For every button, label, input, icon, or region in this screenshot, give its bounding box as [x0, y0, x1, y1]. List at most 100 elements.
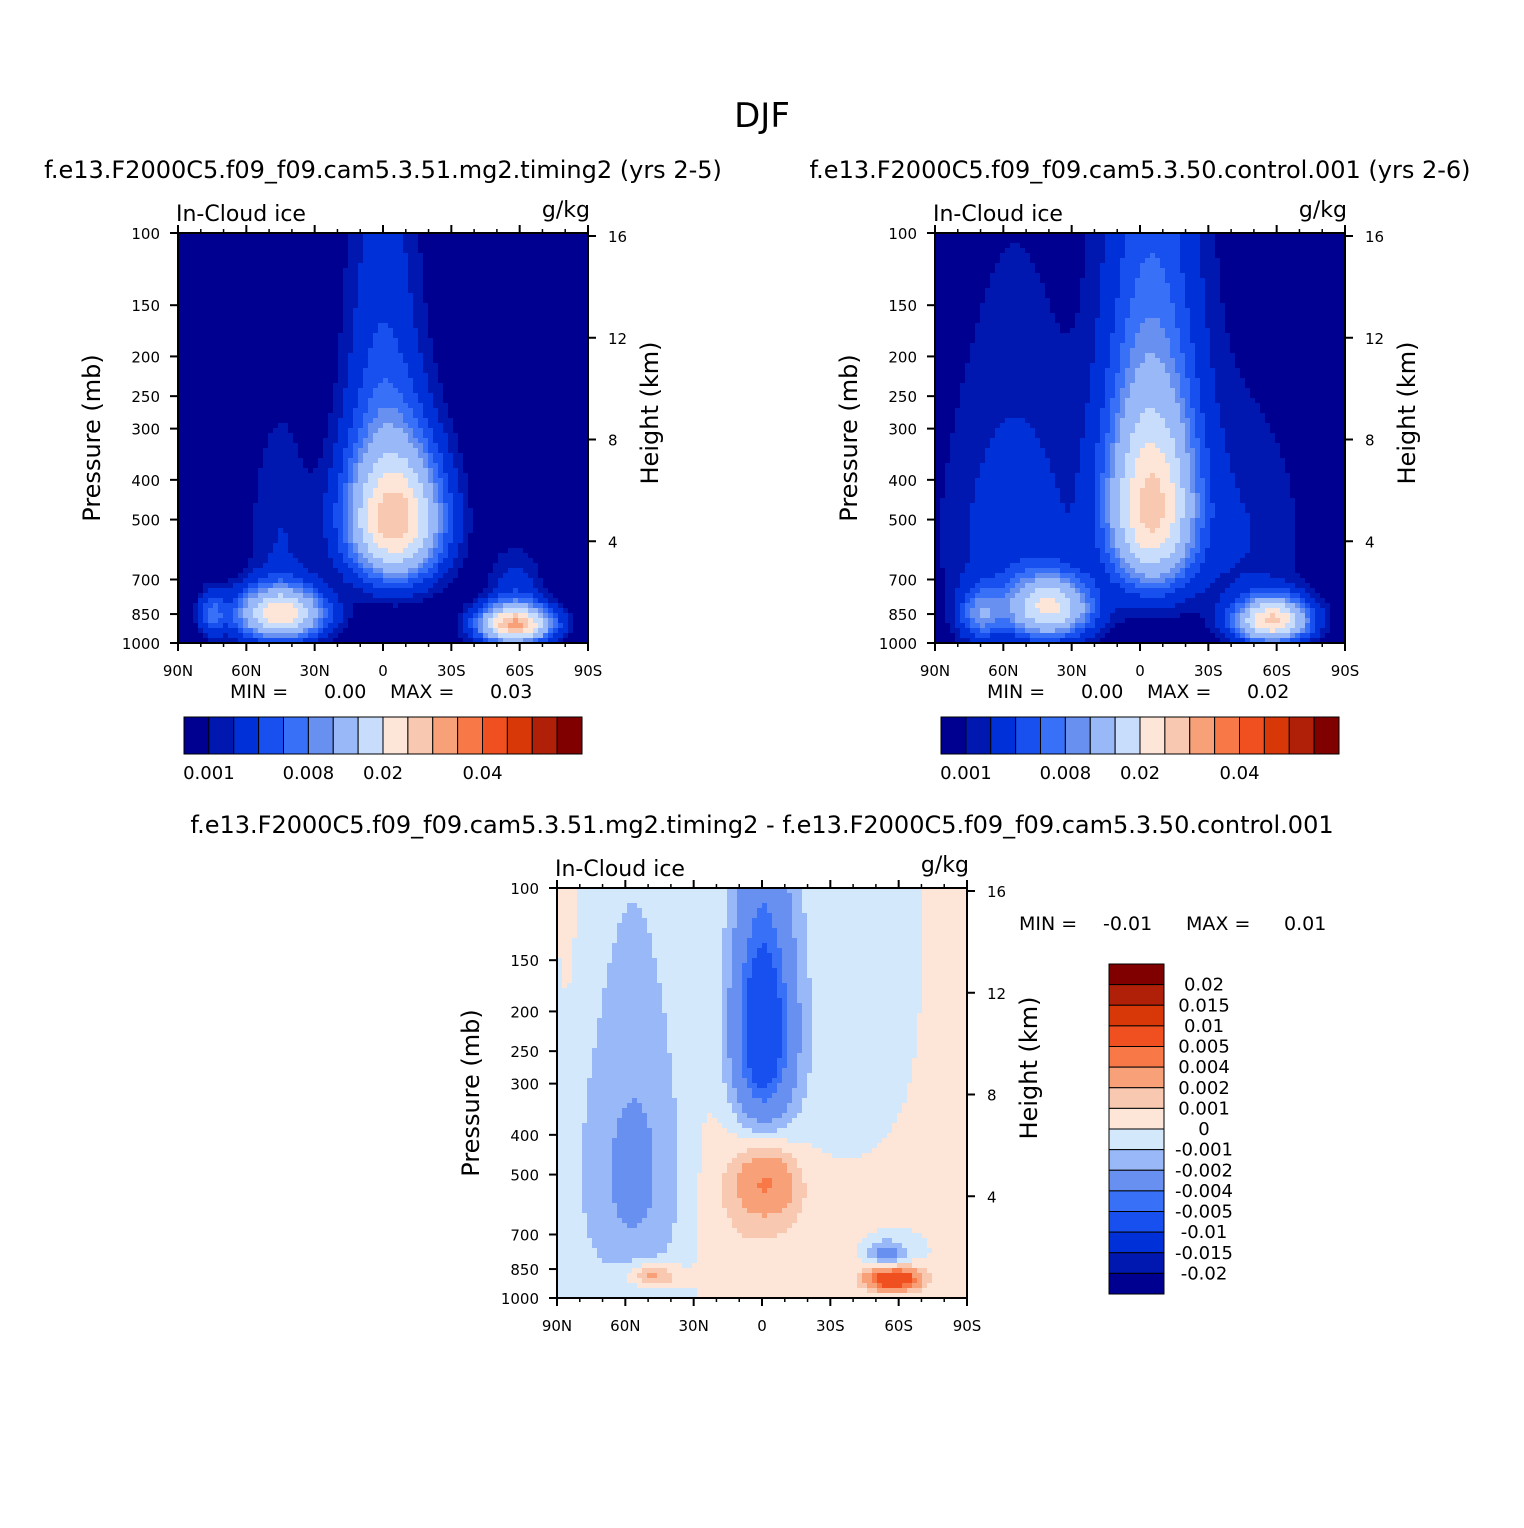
contour-cell [443, 488, 449, 494]
contour-cell [378, 283, 384, 289]
contour-cell [538, 293, 544, 299]
contour-cell [398, 528, 404, 534]
contour-cell [208, 258, 214, 264]
contour-cell [453, 448, 459, 454]
contour-cell [398, 368, 404, 374]
contour-cell [373, 293, 379, 299]
contour-cell [253, 298, 259, 304]
contour-cell [218, 518, 224, 524]
contour-cell [388, 318, 394, 324]
contour-cell [533, 383, 539, 389]
contour-cell [218, 283, 224, 289]
contour-cell [368, 328, 374, 334]
contour-cell [543, 463, 549, 469]
contour-cell [198, 453, 204, 459]
contour-cell [303, 428, 309, 434]
contour-cell [558, 508, 564, 514]
contour-cell [293, 463, 299, 469]
contour-cell [233, 263, 239, 269]
contour-cell [358, 383, 364, 389]
contour-cell [528, 383, 534, 389]
contour-cell [183, 288, 189, 294]
contour-cell [318, 463, 324, 469]
contour-cell [313, 368, 319, 374]
contour-cell [288, 268, 294, 274]
contour-cell [563, 278, 569, 284]
contour-cell [243, 353, 249, 359]
contour-cell [298, 483, 304, 489]
contour-cell [233, 453, 239, 459]
contour-cell [498, 278, 504, 284]
contour-cell [278, 453, 284, 459]
contour-cell [183, 453, 189, 459]
contour-cell [198, 473, 204, 479]
contour-cell [263, 263, 269, 269]
contour-cell [363, 383, 369, 389]
contour-cell [188, 423, 194, 429]
contour-cell [378, 533, 384, 539]
contour-cell [468, 498, 474, 504]
contour-cell [413, 238, 419, 244]
contour-cell [388, 308, 394, 314]
contour-cell [538, 338, 544, 344]
contour-cell [353, 363, 359, 369]
contour-cell [283, 448, 289, 454]
contour-cell [573, 363, 579, 369]
contour-cell [553, 398, 559, 404]
contour-cell [218, 438, 224, 444]
contour-cell [533, 323, 539, 329]
contour-cell [263, 418, 269, 424]
contour-cell [453, 513, 459, 519]
contour-cell [568, 313, 574, 319]
contour-cell [323, 503, 329, 509]
contour-cell [568, 328, 574, 334]
contour-cell [233, 423, 239, 429]
contour-cell [193, 238, 199, 244]
contour-cell [228, 413, 234, 419]
contour-cell [208, 278, 214, 284]
contour-cell [493, 453, 499, 459]
contour-cell [513, 298, 519, 304]
contour-cell [213, 288, 219, 294]
contour-cell [478, 303, 484, 309]
contour-cell [398, 438, 404, 444]
contour-cell [543, 528, 549, 534]
contour-cell [263, 278, 269, 284]
contour-cell [553, 463, 559, 469]
contour-cell [543, 253, 549, 259]
contour-cell [223, 448, 229, 454]
contour-cell [348, 453, 354, 459]
contour-cell [358, 403, 364, 409]
contour-cell [523, 353, 529, 359]
contour-cell [453, 453, 459, 459]
contour-cell [293, 378, 299, 384]
contour-cell [268, 433, 274, 439]
contour-cell [473, 338, 479, 344]
contour-cell [248, 398, 254, 404]
contour-cell [388, 473, 394, 479]
contour-cell [223, 413, 229, 419]
contour-cell [403, 448, 409, 454]
contour-cell [443, 528, 449, 534]
contour-cell [193, 433, 199, 439]
contour-cell [503, 248, 509, 254]
contour-cell [448, 523, 454, 529]
contour-cell [538, 368, 544, 374]
contour-cell [268, 453, 274, 459]
contour-cell [578, 288, 584, 294]
contour-cell [438, 378, 444, 384]
contour-cell [473, 363, 479, 369]
contour-cell [568, 263, 574, 269]
contour-cell [403, 428, 409, 434]
contour-cell [228, 493, 234, 499]
contour-cell [183, 408, 189, 414]
contour-cell [403, 463, 409, 469]
contour-cell [423, 368, 429, 374]
contour-cell [218, 513, 224, 519]
contour-cell [398, 313, 404, 319]
contour-cell [438, 433, 444, 439]
contour-cell [533, 388, 539, 394]
contour-cell [443, 288, 449, 294]
contour-cell [243, 268, 249, 274]
contour-cell [263, 308, 269, 314]
